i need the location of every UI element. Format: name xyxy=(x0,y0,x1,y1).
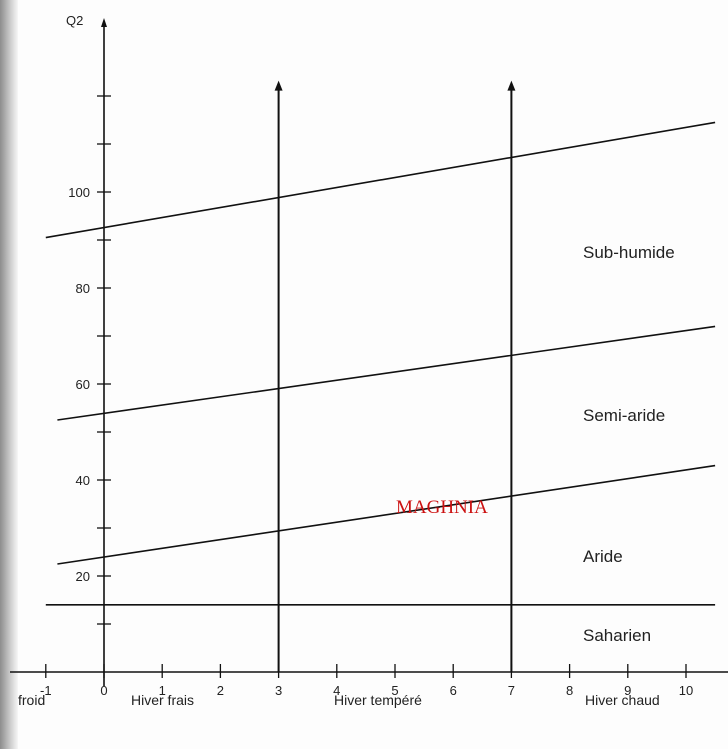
y-tick-label: 20 xyxy=(76,569,90,584)
zone-label-semi-aride: Semi-aride xyxy=(583,406,665,425)
x-tick-label: 5 xyxy=(391,683,398,698)
x-tick-label: 4 xyxy=(333,683,340,698)
axes: 20 40 60 80 100 -1 0 1 2 3 4 5 6 7 8 9 10 xyxy=(10,18,728,698)
labels: Q2 Sub-humide Semi-aride Aride Saharien … xyxy=(18,13,675,708)
x-tick-label: 8 xyxy=(566,683,573,698)
y-axis-arrow xyxy=(101,18,107,27)
y-tick-label: 100 xyxy=(68,185,90,200)
winter-label-tempere: Hiver tempéré xyxy=(334,692,422,708)
x-tick-label: 0 xyxy=(100,683,107,698)
winter-label-chaud: Hiver chaud xyxy=(585,692,660,708)
zone-label-sub-humide: Sub-humide xyxy=(583,243,675,262)
x-tick-label: 10 xyxy=(679,683,693,698)
y-tick-label: 40 xyxy=(76,473,90,488)
x-tick-label: 9 xyxy=(624,683,631,698)
vertical-marker-arrow-1 xyxy=(274,80,283,91)
x-tick-label: 6 xyxy=(450,683,457,698)
zone-label-aride: Aride xyxy=(583,547,623,566)
zone-label-saharien: Saharien xyxy=(583,626,651,645)
winter-label-froid: froid xyxy=(18,692,45,708)
x-tick-label: 3 xyxy=(275,683,282,698)
boundary-line-2 xyxy=(57,325,716,421)
boundary-line-1 xyxy=(45,121,716,239)
vertical-markers xyxy=(274,80,516,672)
x-tick-label: 1 xyxy=(159,683,166,698)
boundary-line-3 xyxy=(57,464,716,565)
vertical-marker-arrow-2 xyxy=(507,80,516,91)
scan-edge-shadow xyxy=(0,0,18,749)
x-tick-label: 7 xyxy=(508,683,515,698)
y-tick-label: 80 xyxy=(76,281,90,296)
winter-label-frais: Hiver frais xyxy=(131,692,194,708)
x-tick-label: 2 xyxy=(217,683,224,698)
y-axis-label: Q2 xyxy=(66,13,83,28)
series-lines xyxy=(45,121,716,606)
x-tick-label: -1 xyxy=(40,683,52,698)
station-annotation: MAGHNIA xyxy=(396,497,488,518)
y-tick-label: 60 xyxy=(76,377,90,392)
